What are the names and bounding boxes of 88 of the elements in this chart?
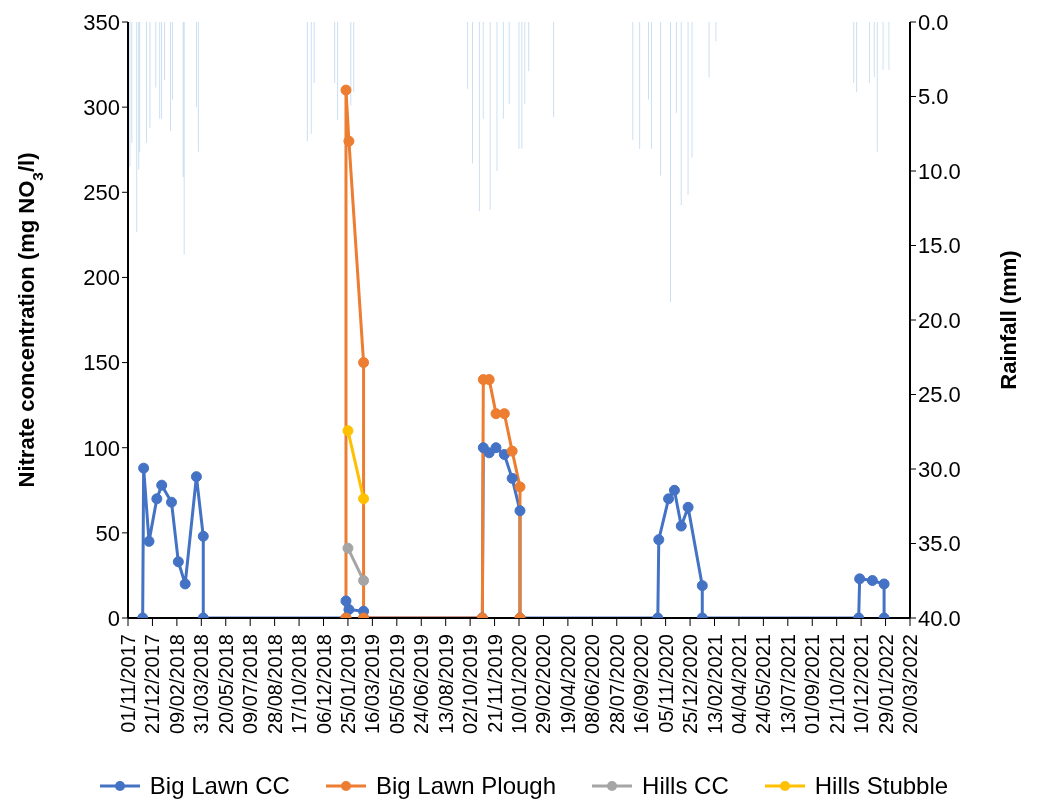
x-tick-label: 21/10/2021: [825, 634, 848, 735]
point: [696, 580, 708, 592]
legend-label: Big Lawn Plough: [375, 772, 557, 800]
point: [663, 493, 675, 505]
x-tick-label: 28/07/2020: [605, 634, 628, 735]
x-tick-label: 02/10/2019: [459, 634, 482, 735]
y-tick-label: 250: [83, 180, 120, 206]
x-tick-label: 10/01/2020: [508, 634, 530, 735]
y-tick-label: 300: [83, 94, 120, 120]
x-tick-label: 16/09/2020: [630, 634, 653, 735]
point: [498, 449, 510, 461]
x-tick-label: 25/12/2020: [679, 634, 702, 735]
x-tick-label: 29/01/2022: [874, 634, 897, 735]
point: [151, 493, 163, 505]
y2-tick-label: 20.0: [918, 307, 961, 333]
x-tick-label: 01/09/2021: [801, 634, 824, 735]
point: [197, 530, 209, 542]
point: [342, 425, 354, 437]
point: [506, 445, 518, 457]
y2-tick-label: 5.0: [918, 84, 949, 110]
x-tick-label: 05/05/2019: [385, 634, 408, 735]
legend-label: Hills Stubble: [814, 772, 949, 800]
x-tick-label: 19/04/2020: [556, 634, 579, 735]
y2-tick-label: 15.0: [918, 233, 961, 259]
y2-tick-label: 25.0: [918, 382, 961, 408]
point: [179, 578, 191, 590]
legend-label: Hills CC: [642, 772, 729, 800]
y-tick-label: 50: [95, 520, 120, 546]
x-tick-label: 05/11/2020: [654, 634, 677, 733]
point: [343, 603, 355, 615]
point: [514, 481, 526, 493]
y2-tick-label: 0.0: [918, 9, 949, 35]
x-tick-label: 17/10/2018: [288, 634, 311, 735]
x-tick-label: 09/07/2018: [239, 634, 262, 735]
x-tick-label: 21/12/2017: [141, 634, 164, 735]
point: [668, 484, 680, 496]
point: [878, 578, 890, 590]
point: [138, 462, 150, 474]
x-tick-label: 10/12/2021: [850, 634, 873, 735]
x-tick-label: 06/12/2018: [312, 634, 335, 735]
point: [340, 595, 352, 607]
point: [682, 501, 694, 513]
point: [358, 575, 370, 587]
point: [854, 573, 866, 585]
x-tick-label: 21/11/2019: [483, 634, 506, 733]
point: [342, 542, 354, 554]
y2-tick-label: 10.0: [918, 158, 961, 184]
legend-label: Big Lawn CC: [149, 772, 290, 800]
y2-tick-label: 40.0: [918, 605, 961, 631]
point: [358, 493, 370, 505]
x-tick-label: 31/03/2018: [190, 634, 213, 735]
point: [190, 471, 202, 483]
point: [866, 575, 878, 587]
point: [343, 135, 355, 147]
y-tick-label: 200: [83, 265, 120, 291]
y-tick-label: 150: [83, 350, 120, 376]
point: [653, 534, 665, 546]
x-tick-label: 25/01/2019: [336, 634, 359, 735]
x-tick-label: 28/08/2018: [263, 634, 286, 735]
y-tick-label: 350: [83, 9, 120, 35]
y2-tick-label: 30.0: [918, 456, 961, 482]
point: [166, 496, 177, 508]
y-tick-label: 100: [83, 435, 120, 461]
x-tick-label: 20/03/2022: [899, 634, 921, 735]
x-tick-label: 24/06/2019: [410, 634, 433, 735]
point: [156, 479, 168, 491]
point: [172, 556, 184, 568]
point: [358, 357, 370, 369]
point: [143, 535, 155, 547]
x-tick-label: 13/02/2021: [703, 634, 726, 735]
point: [490, 442, 502, 454]
x-tick-label: 08/06/2020: [581, 634, 604, 735]
y2-tick-label: 35.0: [918, 531, 961, 557]
x-tick-label: 16/03/2019: [361, 634, 384, 735]
x-tick-label: 24/05/2021: [752, 634, 775, 735]
x-tick-label: 01/11/2017: [117, 634, 139, 733]
x-tick-label: 09/02/2018: [165, 634, 188, 735]
x-tick-label: 04/04/2021: [727, 634, 750, 735]
y2-axis-title: Rainfall (mm): [996, 250, 1021, 390]
point: [340, 84, 352, 96]
x-tick-label: 20/05/2018: [214, 634, 237, 735]
y-tick-label: 0: [107, 605, 120, 631]
point: [514, 505, 526, 517]
x-tick-label: 13/08/2019: [434, 634, 457, 735]
point: [675, 520, 687, 532]
x-tick-label: 29/02/2020: [532, 634, 555, 735]
x-tick-label: 13/07/2021: [776, 634, 799, 735]
point: [506, 472, 518, 484]
